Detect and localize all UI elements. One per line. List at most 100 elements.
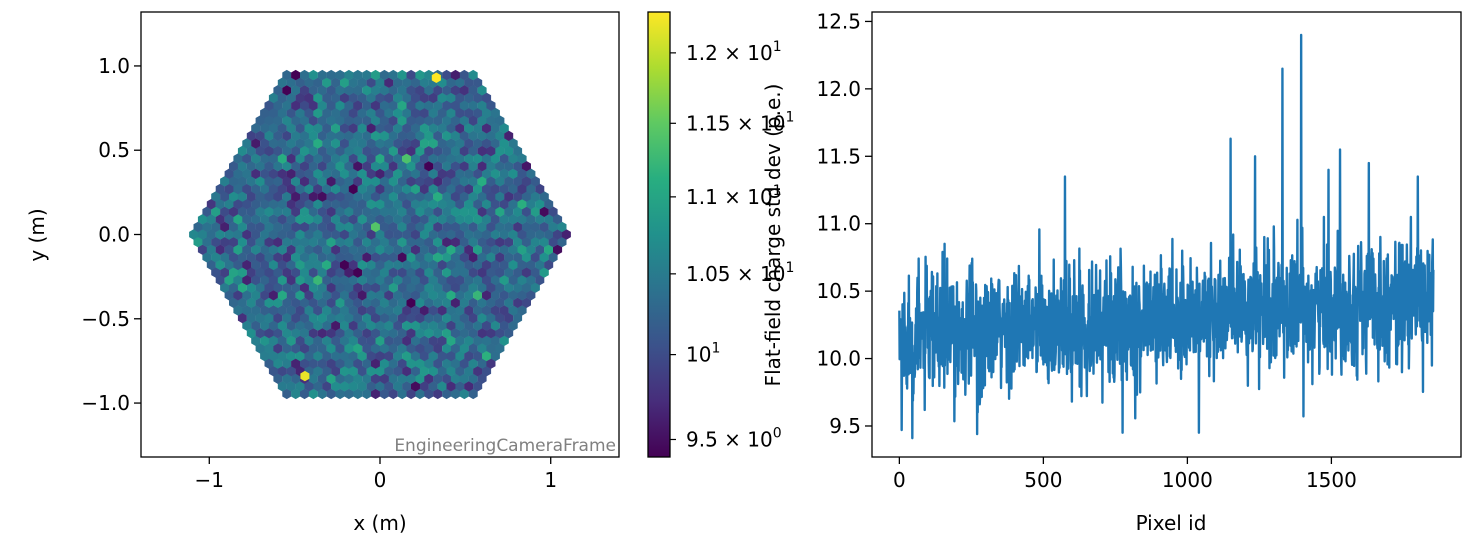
- camera-pixel: [468, 69, 478, 81]
- camera-pixel: [344, 236, 354, 248]
- camera-pixel: [433, 328, 443, 339]
- camera-pixel: [331, 77, 341, 88]
- camera-pixel: [286, 320, 296, 331]
- camera-pixel: [490, 350, 500, 362]
- camera-pixel: [379, 69, 389, 81]
- camera-pixel: [264, 252, 274, 263]
- camera-pixel: [264, 100, 274, 111]
- camera-pixel: [251, 214, 261, 225]
- camera-pixel: [371, 161, 381, 172]
- colorbar-tick-label: 1.2 × 101: [686, 39, 782, 65]
- camera-pixel: [291, 115, 301, 126]
- camera-pixel: [371, 69, 381, 81]
- camera-pixel: [490, 168, 500, 179]
- camera-pixel: [459, 282, 469, 293]
- camera-pixel: [335, 267, 345, 278]
- camera-pixel: [424, 85, 434, 96]
- camera-pixel: [482, 183, 492, 195]
- camera-pixel: [406, 206, 416, 217]
- camera-pixel: [251, 274, 261, 286]
- camera-pixel: [384, 92, 394, 104]
- camera-pixel: [437, 244, 447, 255]
- camera-pixel: [384, 183, 394, 195]
- camera-pixel: [371, 388, 381, 400]
- camera-pixel: [393, 107, 403, 119]
- camera-pixel: [220, 236, 230, 248]
- camera-pixel: [499, 305, 509, 316]
- camera-pixel: [340, 153, 349, 164]
- camera-pixel: [371, 252, 381, 263]
- camera-pixel: [446, 320, 456, 331]
- camera-pixel: [504, 328, 514, 339]
- camera-pixel: [379, 85, 389, 96]
- camera-pixel: [242, 198, 252, 210]
- camera-pixel: [419, 138, 429, 149]
- camera-pixel: [197, 244, 207, 255]
- camera-pixel: [340, 92, 349, 104]
- camera-pixel: [521, 191, 531, 202]
- camera-pixel: [446, 138, 456, 149]
- camera-pixel: [313, 138, 323, 149]
- camera-pixel: [388, 252, 398, 263]
- camera-pixel: [477, 206, 487, 217]
- camera-pixel: [304, 274, 314, 286]
- camera-pixel: [331, 244, 341, 255]
- camera-pixel: [286, 183, 296, 195]
- camera-pixel: [277, 214, 287, 225]
- camera-pixel: [379, 191, 389, 202]
- camera-pixel: [286, 229, 296, 240]
- camera-pixel: [464, 305, 474, 316]
- camera-pixel: [229, 252, 239, 263]
- camera-pixel: [304, 198, 314, 210]
- camera-pixel: [237, 282, 247, 293]
- camera-pixel: [468, 282, 478, 293]
- camera-pixel: [362, 145, 372, 157]
- camera-pixel: [424, 161, 434, 172]
- camera-pixel: [260, 305, 270, 316]
- camera-pixel: [468, 297, 478, 308]
- camera-pixel: [242, 320, 252, 331]
- camera-pixel: [468, 206, 478, 217]
- camera-pixel: [277, 290, 287, 301]
- camera-pixel: [277, 153, 287, 164]
- camera-pixel: [433, 176, 443, 187]
- camera-pixel: [393, 123, 403, 134]
- camera-pixel: [459, 69, 469, 81]
- camera-pixel: [331, 365, 341, 377]
- camera-pixel: [455, 183, 465, 195]
- camera-pixel: [513, 176, 523, 187]
- camera-pixel: [464, 365, 474, 377]
- camera-pixel: [291, 388, 301, 400]
- camera-pixel: [344, 388, 354, 400]
- camera-pixel: [353, 176, 363, 187]
- camera-pixel: [291, 130, 301, 141]
- camera-pixel: [268, 229, 278, 240]
- camera-pixel: [357, 123, 367, 134]
- camera-pixel: [513, 236, 523, 248]
- camera-pixel: [255, 297, 265, 308]
- camera-pixel: [308, 282, 318, 293]
- camera-pixel: [282, 191, 292, 202]
- camera-pixel: [366, 214, 376, 225]
- camera-pixel: [406, 267, 416, 278]
- camera-pixel: [477, 236, 487, 248]
- camera-pixel: [415, 130, 425, 141]
- camera-pixel: [411, 274, 420, 286]
- camera-pixel: [326, 69, 336, 81]
- camera-pixel: [415, 297, 425, 308]
- camera-pixel: [308, 328, 318, 339]
- camera-pixel: [251, 320, 261, 331]
- camera-pixel: [260, 183, 270, 195]
- camera-pixel: [517, 168, 527, 179]
- camera-pixel: [357, 365, 367, 377]
- camera-pixel: [375, 320, 385, 331]
- camera-pixel: [242, 153, 252, 164]
- camera-pixel: [539, 221, 549, 233]
- camera-pixel: [322, 350, 332, 362]
- camera-y-ticks: −1.0 −0.5 0.0 0.5 1.0: [81, 54, 141, 415]
- camera-pixel: [517, 259, 527, 271]
- line-y-ticks: 9.5 10.0 10.5 11.0 11.5 12.0 12.5: [816, 9, 872, 438]
- camera-pixel: [415, 100, 425, 111]
- camera-pixel: [393, 381, 403, 392]
- camera-pixel: [286, 198, 296, 210]
